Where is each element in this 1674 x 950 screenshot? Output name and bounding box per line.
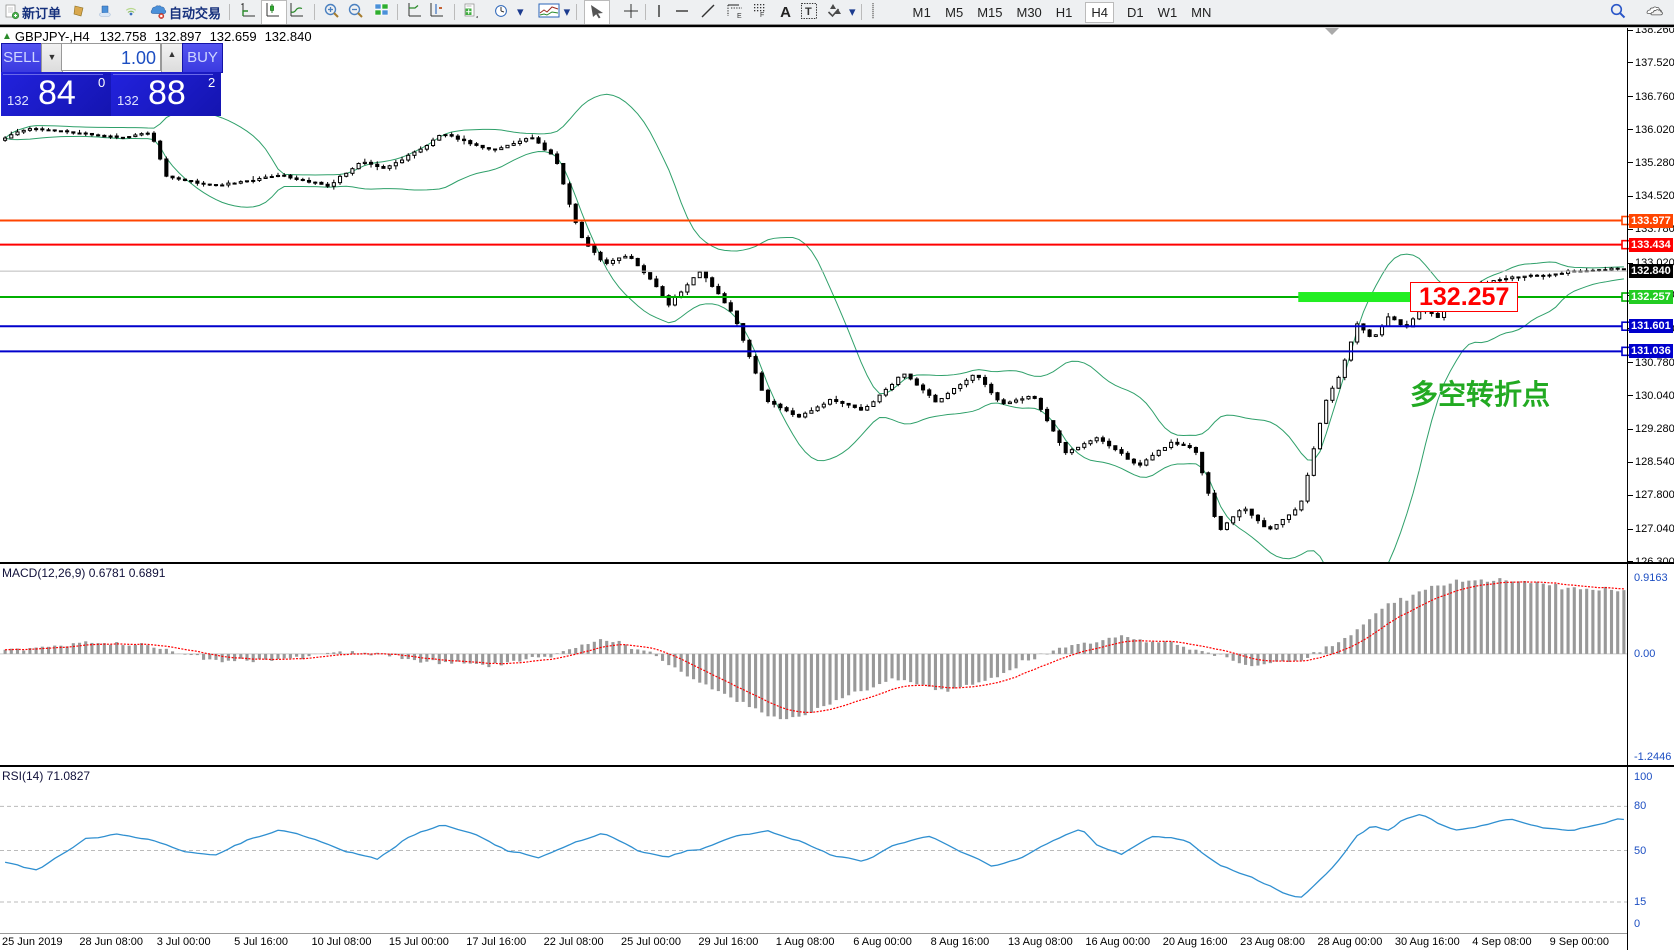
svg-text:F: F — [760, 12, 764, 18]
svg-text:T: T — [805, 6, 812, 18]
svg-text:E: E — [737, 13, 742, 19]
